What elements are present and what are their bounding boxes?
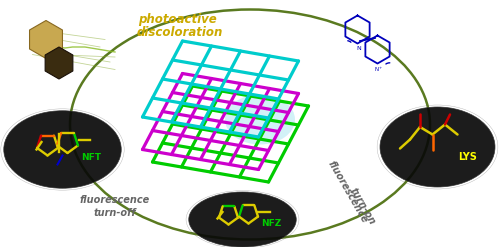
Ellipse shape — [380, 107, 495, 187]
Ellipse shape — [4, 111, 121, 188]
Text: fluorescence: fluorescence — [80, 194, 150, 205]
Text: LYS: LYS — [458, 152, 477, 162]
Text: turn-off: turn-off — [94, 208, 136, 218]
Text: turn-on: turn-on — [348, 186, 377, 226]
Text: N$^+$: N$^+$ — [374, 65, 384, 74]
Text: discoloration: discoloration — [137, 26, 223, 40]
Text: N: N — [356, 46, 361, 51]
Ellipse shape — [189, 192, 296, 247]
Text: photoactive: photoactive — [138, 13, 217, 26]
Text: NFZ: NFZ — [262, 219, 281, 228]
Text: fluorescence: fluorescence — [326, 159, 370, 225]
Ellipse shape — [225, 95, 295, 144]
Text: NFT: NFT — [82, 152, 102, 162]
